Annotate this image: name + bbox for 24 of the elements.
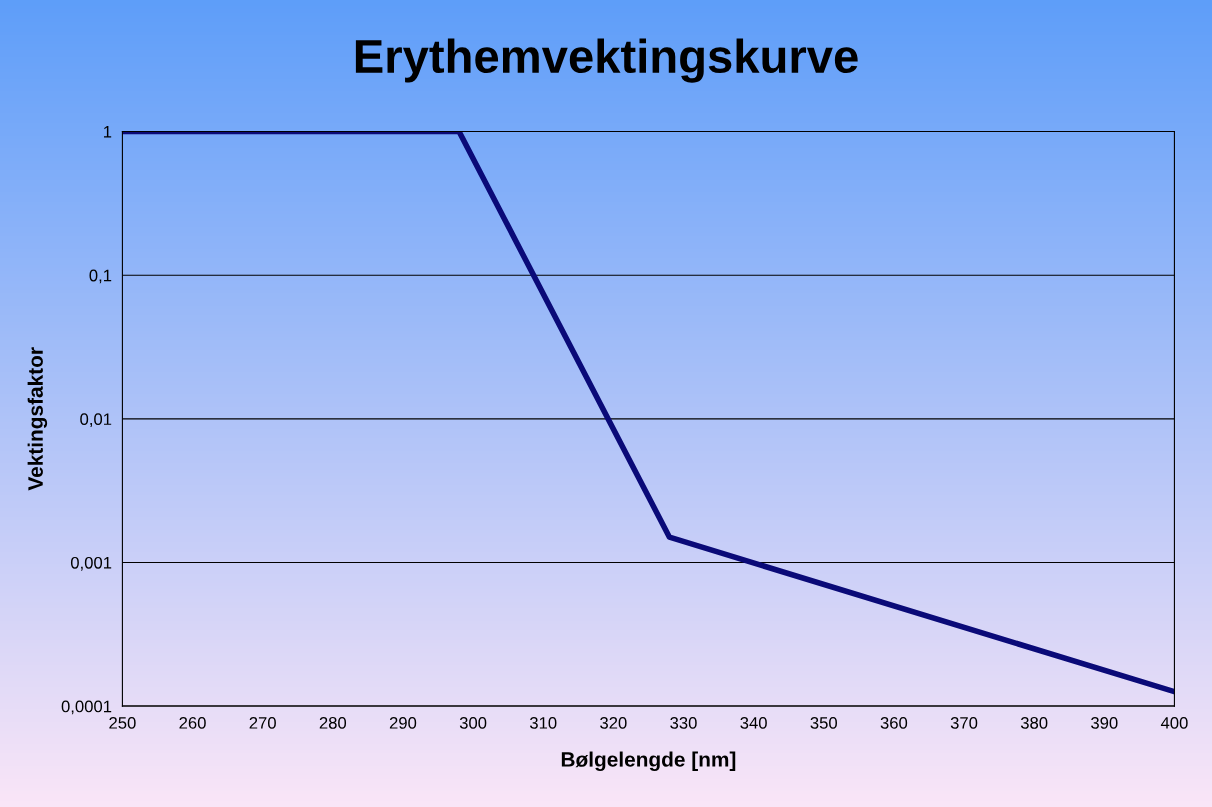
x-tick-label: 330 <box>670 716 697 729</box>
x-tick-label: 310 <box>529 716 557 729</box>
y-axis-title: Vektingsfaktor <box>27 347 48 491</box>
x-tick-label: 390 <box>1091 716 1118 729</box>
y-tick-label: 0,0001 <box>61 700 112 715</box>
x-tick-label: 280 <box>319 716 347 729</box>
x-tick-label: 350 <box>810 716 838 729</box>
x-tick-label: 370 <box>950 716 978 729</box>
chart-title: Erythemvektingskurve <box>355 38 858 83</box>
x-tick-label: 250 <box>109 716 136 729</box>
y-tick-label: 0,1 <box>89 269 112 284</box>
x-tick-label: 340 <box>740 716 767 729</box>
x-tick-label: 270 <box>249 716 276 729</box>
x-tick-label: 320 <box>600 716 627 729</box>
x-tick-label: 290 <box>389 716 417 729</box>
x-axis-title: Bølgelengde [nm] <box>561 751 736 772</box>
y-tick-label: 0,01 <box>80 413 112 427</box>
y-tick-label: 0,001 <box>70 556 112 571</box>
x-tick-label: 380 <box>1020 716 1048 729</box>
x-tick-label: 300 <box>459 716 487 729</box>
x-tick-label: 400 <box>1160 716 1188 729</box>
x-tick-label: 360 <box>880 716 908 729</box>
y-tick-label: 1 <box>104 126 112 138</box>
x-tick-label: 260 <box>179 716 206 729</box>
